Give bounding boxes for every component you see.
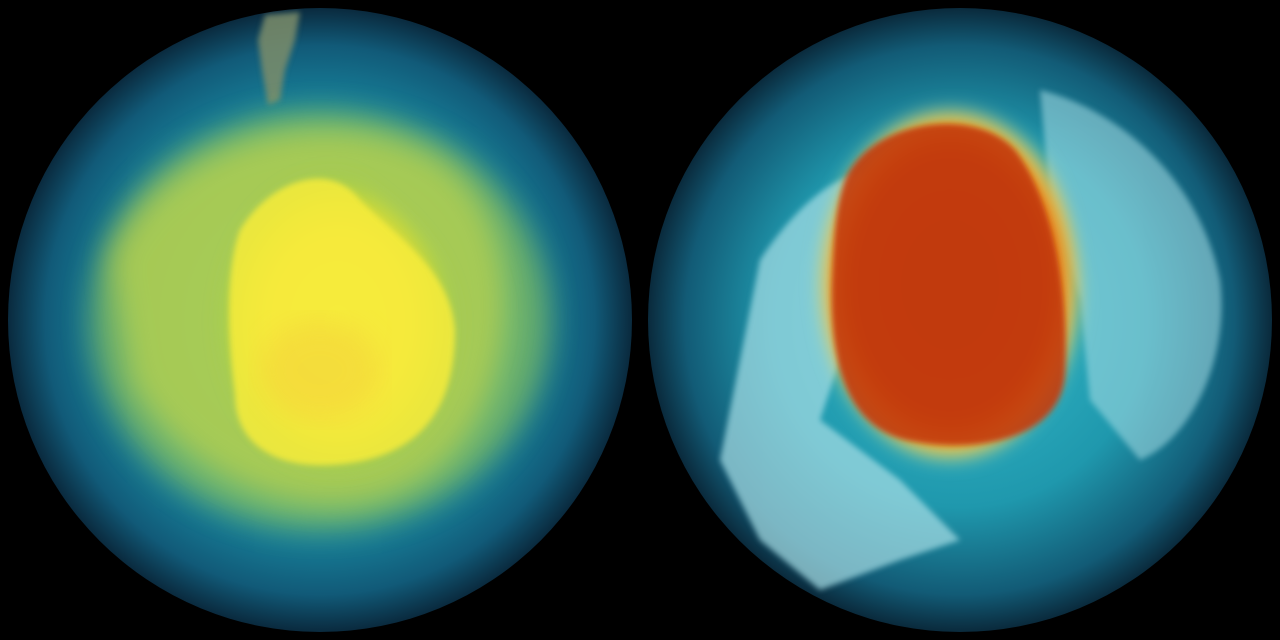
ozone-hole-core (831, 123, 1066, 446)
eurasia-land (1040, 90, 1222, 460)
australia-asia-land (720, 174, 960, 590)
right-globe (648, 8, 1272, 632)
left-globe (8, 8, 632, 632)
south-america-land (258, 12, 300, 105)
